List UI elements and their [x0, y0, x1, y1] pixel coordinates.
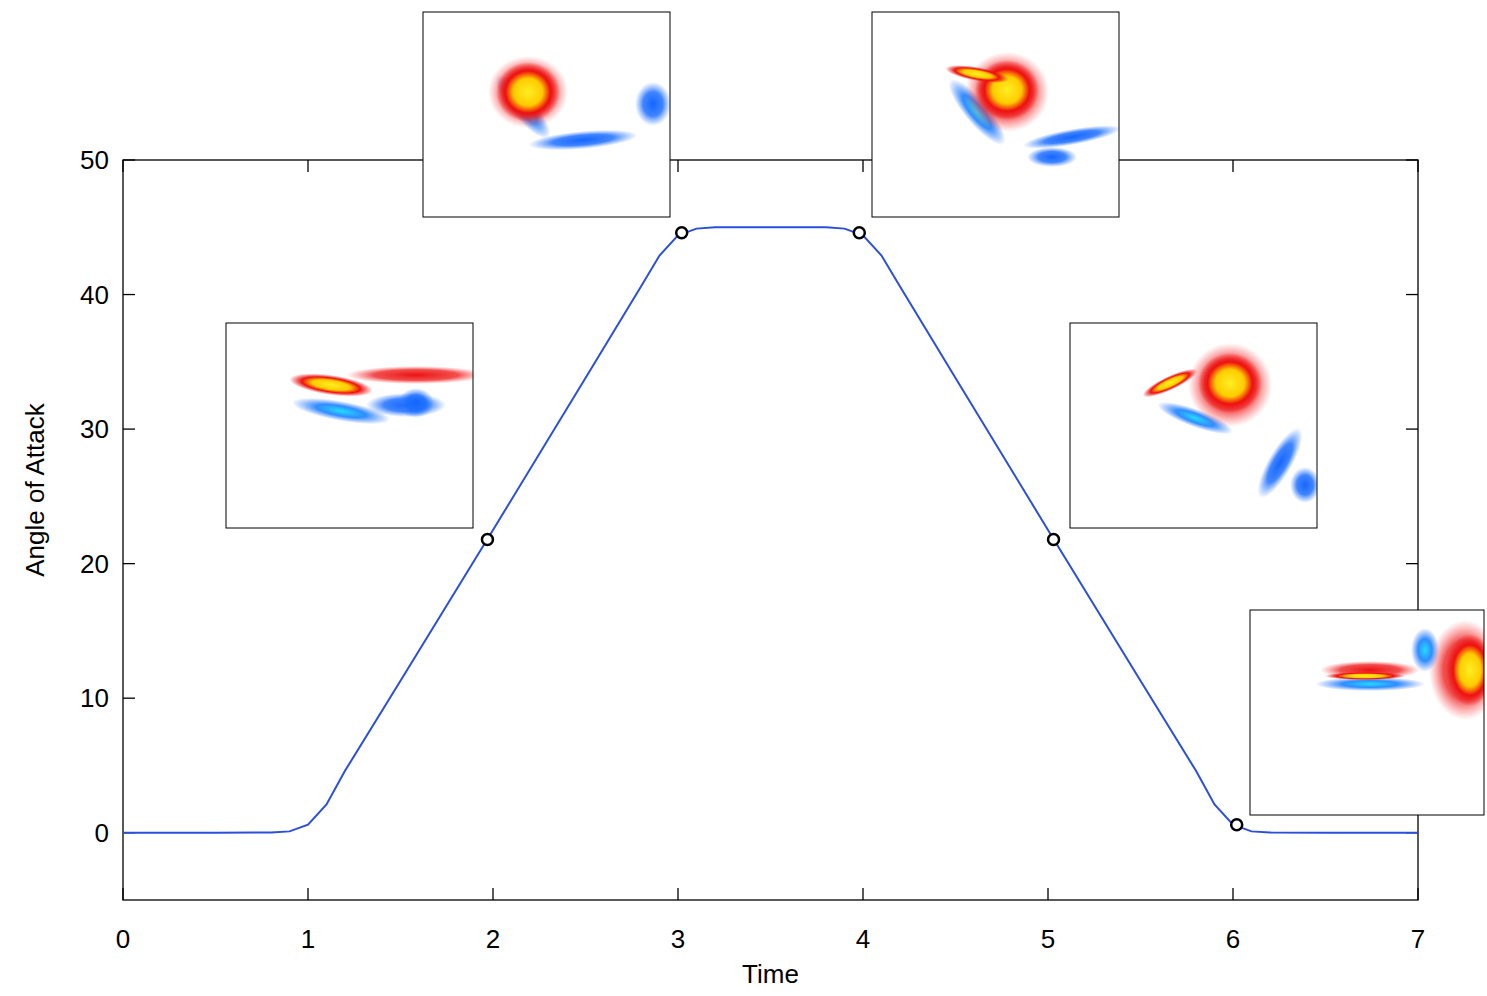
- x-tick: [1417, 888, 1418, 900]
- flow-blob: [488, 56, 568, 128]
- inset: [226, 323, 486, 528]
- inset-frame: [872, 12, 1119, 217]
- inset: [423, 12, 671, 217]
- y-tick-label: 10: [80, 683, 109, 713]
- data-point: [1231, 819, 1242, 830]
- y-tick-right: [1406, 428, 1418, 429]
- inset-content: [1140, 343, 1317, 504]
- flow-blob: [1446, 634, 1484, 706]
- y-tick-right: [1406, 294, 1418, 295]
- flow-blob: [944, 62, 1009, 87]
- plot-area: [123, 227, 1418, 833]
- y-axis-title: Angle of Attack: [20, 402, 50, 576]
- flow-blob: [1290, 467, 1317, 503]
- inset-frame: [423, 12, 670, 217]
- chart: 0 1 2 3 4 5 6 7 0 10 20 30 40 50 Time Angle of Attack: [0, 0, 1487, 996]
- x-tick-top: [677, 160, 678, 172]
- flow-blob: [1021, 120, 1119, 153]
- x-tick: [677, 888, 678, 900]
- x-tick-top: [122, 160, 123, 172]
- y-tick-label: 20: [80, 549, 109, 579]
- flow-blob: [1411, 628, 1439, 672]
- y-tick: [123, 563, 135, 564]
- x-tick-top: [1417, 160, 1418, 172]
- inset-content: [288, 366, 473, 430]
- y-tick-label: 0: [95, 818, 109, 848]
- flow-blob: [1027, 147, 1077, 167]
- x-tick: [122, 888, 123, 900]
- data-point: [854, 227, 865, 238]
- flow-blob: [1198, 353, 1262, 413]
- y-tick: [123, 698, 135, 699]
- y-tick-label: 50: [80, 145, 109, 175]
- x-tick: [862, 888, 863, 900]
- x-tick-label: 1: [301, 924, 315, 954]
- inset: [1070, 323, 1320, 528]
- data-point: [676, 227, 687, 238]
- inset-frame: [1070, 323, 1317, 528]
- x-tick-top: [1232, 160, 1233, 172]
- inset-content: [488, 56, 670, 154]
- x-tick-label: 4: [856, 924, 870, 954]
- y-tick-right: [1406, 563, 1418, 564]
- inset-frame: [1250, 610, 1484, 815]
- inset-content: [941, 52, 1119, 167]
- inset-bg: [872, 12, 1119, 217]
- x-tick-top: [862, 160, 863, 172]
- x-tick: [307, 888, 308, 900]
- inset: [1250, 610, 1487, 815]
- flow-blob: [1429, 620, 1484, 720]
- inset-bg: [423, 12, 670, 217]
- inset-bg: [226, 323, 473, 528]
- flow-blob: [1188, 343, 1272, 427]
- x-tick-top: [307, 160, 308, 172]
- flow-blob: [1140, 364, 1200, 402]
- flow-blob: [965, 52, 1049, 132]
- data-line: [123, 227, 1418, 832]
- x-tick-label: 2: [486, 924, 500, 954]
- y-tick: [123, 294, 135, 295]
- inset-bg: [1070, 323, 1317, 528]
- flow-blob: [398, 388, 434, 418]
- y-tick-label: 40: [80, 280, 109, 310]
- x-axis-title: Time: [742, 959, 799, 989]
- flow-blob: [496, 62, 560, 122]
- flow-blob: [1320, 661, 1420, 679]
- plot-frame: [123, 160, 1418, 900]
- x-tick: [1232, 888, 1233, 900]
- inset: [872, 12, 1123, 217]
- data-point: [1048, 534, 1059, 545]
- inset-frame: [226, 323, 473, 528]
- x-tick-label: 6: [1226, 924, 1240, 954]
- y-tick: [123, 428, 135, 429]
- flow-blob: [290, 392, 392, 429]
- x-tick: [1047, 888, 1048, 900]
- data-point: [482, 534, 493, 545]
- x-tick-label: 0: [116, 924, 130, 954]
- y-tick-label: 30: [80, 414, 109, 444]
- flow-blob: [1325, 672, 1405, 680]
- y-tick-right: [1406, 159, 1418, 160]
- x-tick-label: 3: [671, 924, 685, 954]
- inset-content: [1315, 620, 1484, 720]
- x-tick-label: 7: [1411, 924, 1425, 954]
- flow-blob: [346, 366, 473, 384]
- y-tick: [123, 159, 135, 160]
- x-tick: [492, 888, 493, 900]
- flow-blob: [288, 369, 374, 400]
- x-tick-label: 5: [1041, 924, 1055, 954]
- flow-blob: [635, 82, 670, 126]
